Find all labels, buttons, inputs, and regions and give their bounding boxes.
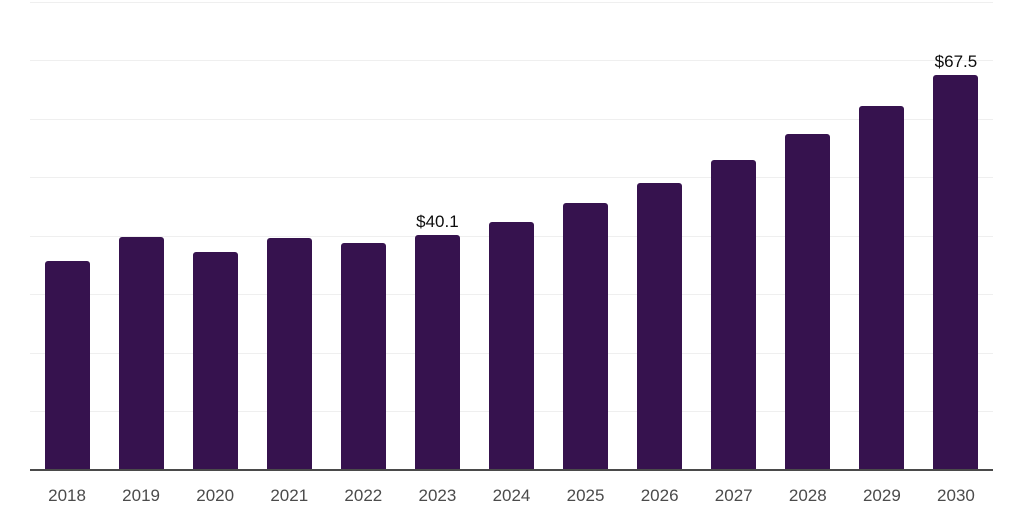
- bar-2021: [266, 238, 312, 470]
- x-tick-label-2029: 2029: [862, 486, 901, 505]
- bar-2025: [563, 203, 609, 470]
- x-tick-label-2024: 2024: [492, 486, 531, 505]
- gridline-60: [30, 118, 993, 120]
- bar-2019: [118, 236, 164, 470]
- x-tick-label-2021: 2021: [270, 486, 309, 505]
- bar-2023: [414, 235, 460, 470]
- x-tick-label-2019: 2019: [122, 486, 160, 505]
- gridline-80: [30, 2, 993, 3]
- data-label-2030: $67.5: [934, 52, 978, 72]
- x-tick-label-2028: 2028: [788, 486, 827, 505]
- x-tick-label-2030: 2030: [937, 486, 975, 505]
- gridline-70: [30, 60, 993, 62]
- data-label-2023: $40.1: [416, 212, 459, 232]
- bar-2020: [192, 252, 238, 470]
- gridline-50: [30, 177, 993, 179]
- bar-2030: [933, 75, 979, 470]
- x-tick-label-2020: 2020: [196, 486, 235, 505]
- bar-2028: [785, 134, 831, 470]
- bar-2027: [711, 159, 757, 470]
- x-tick-label-2025: 2025: [566, 486, 605, 505]
- x-axis-line: [30, 468, 993, 471]
- bar-2022: [340, 243, 386, 470]
- x-tick-label-2022: 2022: [344, 486, 383, 505]
- bar-2018: [44, 260, 90, 470]
- x-tick-label-2027: 2027: [714, 486, 753, 505]
- bar-2024: [489, 222, 534, 470]
- bar-2029: [859, 106, 905, 470]
- x-tick-label-2026: 2026: [640, 486, 679, 505]
- bar-2026: [637, 182, 683, 470]
- x-tick-label-2018: 2018: [48, 486, 86, 505]
- x-tick-label-2023: 2023: [418, 486, 457, 505]
